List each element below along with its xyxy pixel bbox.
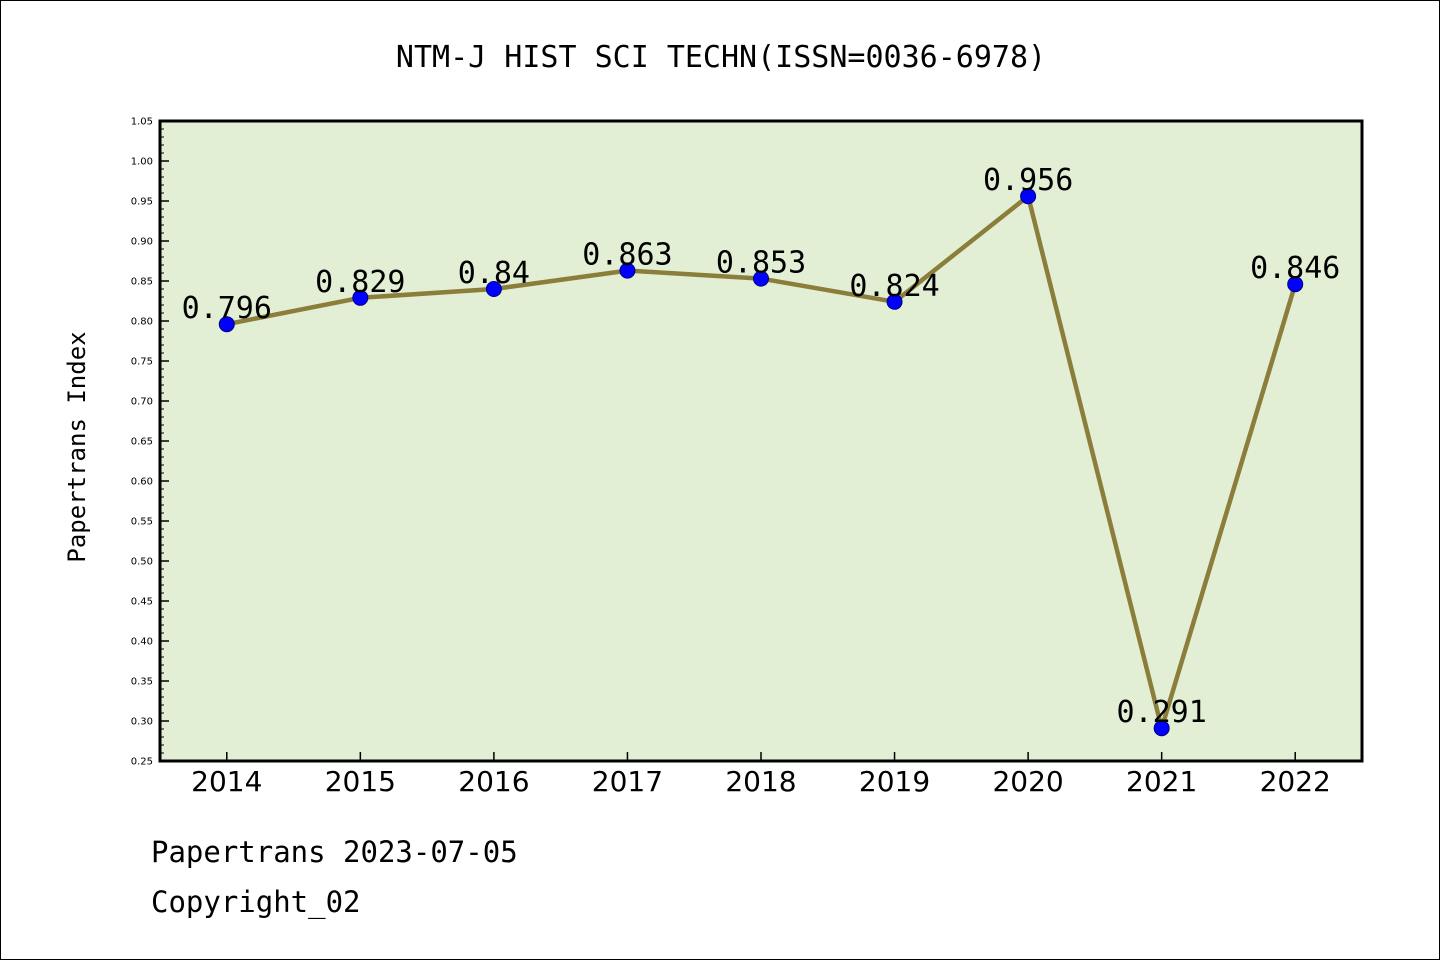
y-tick-label: 0.60	[131, 477, 153, 488]
chart-title: NTM-J HIST SCI TECHN(ISSN=0036-6978)	[396, 40, 1046, 75]
data-point	[1020, 188, 1037, 205]
data-point	[619, 262, 636, 279]
y-tick-label: 0.80	[131, 317, 153, 328]
data-label: 0.863	[582, 238, 672, 273]
data-point	[886, 293, 903, 310]
y-tick-label: 0.75	[131, 357, 153, 368]
y-tick-label: 0.50	[131, 557, 153, 568]
x-tick-label: 2022	[1260, 765, 1331, 798]
data-point	[1153, 720, 1170, 737]
footer-copyright: Copyright_02	[151, 885, 361, 919]
x-tick-label: 2018	[725, 765, 796, 798]
y-axis-ticks: 0.25 0.30 0.35 0.40 0.45 0.50 0.55 0.60 0.65 0.70…	[131, 117, 169, 768]
data-point	[1287, 276, 1304, 293]
x-tick-label: 2016	[458, 765, 529, 798]
series-markers	[218, 188, 1304, 737]
y-tick-label: 0.25	[131, 757, 153, 768]
y-tick-label: 0.90	[131, 237, 153, 248]
data-label: 0.796	[182, 291, 272, 326]
plot-frame	[158, 119, 1364, 763]
x-tick-label: 2019	[859, 765, 930, 798]
data-label: 0.956	[983, 163, 1073, 198]
y-tick-label: 0.85	[131, 277, 153, 288]
x-tick-label: 2020	[992, 765, 1063, 798]
x-axis-ticks: 2014 2015 2016 2017 2018 2019 2020 2021 2022	[191, 752, 1331, 798]
y-tick-label: 0.30	[131, 717, 153, 728]
data-point	[753, 270, 769, 287]
y-tick-label: 0.95	[131, 197, 153, 208]
data-label: 0.84	[458, 256, 530, 291]
data-point	[218, 316, 235, 333]
plot-area	[160, 121, 1362, 761]
x-tick-label: 2015	[325, 765, 396, 798]
data-labels: 0.796 0.829 0.84 0.863 0.853 0.824 0.956 0.291 0…	[182, 163, 1341, 730]
data-point	[485, 281, 502, 297]
y-tick-label: 0.40	[131, 637, 153, 648]
y-tick-label: 0.55	[131, 517, 153, 528]
data-label: 0.824	[849, 269, 939, 304]
x-tick-label: 2014	[191, 765, 262, 798]
y-axis-title: Papertrans Index	[63, 331, 91, 562]
y-tick-label: 0.65	[131, 437, 153, 448]
y-tick-label: 1.05	[131, 117, 153, 128]
x-tick-label: 2017	[592, 765, 663, 798]
y-tick-label: 0.45	[131, 597, 153, 608]
footer-date: Papertrans 2023-07-05	[151, 835, 518, 869]
data-label: 0.853	[716, 246, 806, 281]
y-tick-label: 0.70	[131, 397, 153, 408]
data-point	[352, 289, 369, 306]
x-tick-label: 2021	[1126, 765, 1197, 798]
y-tick-label: 1.00	[131, 157, 153, 168]
data-label: 0.829	[315, 265, 405, 300]
y-tick-label: 0.35	[131, 677, 153, 688]
data-label: 0.291	[1117, 695, 1207, 730]
data-label: 0.846	[1250, 251, 1340, 286]
